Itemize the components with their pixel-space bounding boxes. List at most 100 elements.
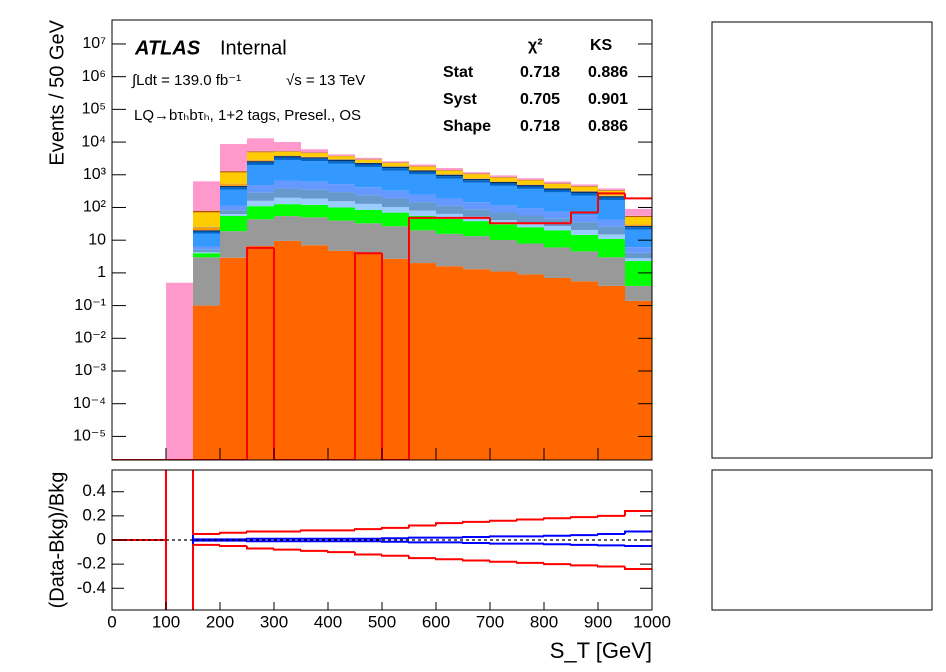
ratio-y-tick-label: -0.2 [77, 554, 106, 573]
y-tick-label: 10² [83, 199, 107, 216]
stack-bar [193, 210, 220, 212]
stack-bar [544, 188, 571, 190]
ratio-band-step [381, 537, 409, 540]
ratio-band-step [381, 554, 409, 557]
stack-bar [247, 192, 274, 201]
stack-bar [274, 142, 301, 151]
stack-bar [247, 160, 274, 162]
ratio-band-step [246, 537, 274, 540]
stack-bar [625, 247, 652, 253]
ratio-band-step [597, 565, 625, 568]
stack-bar [544, 183, 571, 188]
stack-bar [625, 300, 652, 460]
x-tick-label: 400 [314, 612, 342, 631]
stack-bar [301, 217, 328, 246]
signal-step [354, 252, 382, 460]
stack-bar [220, 183, 247, 185]
table-cell: 0.886 [588, 118, 628, 135]
stack-bar [274, 197, 301, 205]
signal-step [489, 217, 517, 225]
stack-bar [490, 205, 517, 213]
stack-bar [301, 149, 328, 153]
ratio-band-step [219, 531, 247, 534]
stack-bar [463, 236, 490, 270]
stack-bar [436, 176, 463, 179]
ratio-band-step [192, 470, 220, 541]
ratio-band-step [597, 532, 625, 536]
ratio-band-step [300, 549, 328, 552]
table-row-label: Stat [443, 64, 474, 81]
ratio-band-step [354, 552, 382, 556]
stack-bar [355, 157, 382, 160]
table-row-label: Syst [443, 91, 477, 108]
ratio-y-axis-label: (Data-Bkg)/Bkg [46, 472, 68, 609]
y-tick-label: 10⁶ [82, 68, 106, 85]
stack-bar [436, 168, 463, 170]
x-tick-label: 0 [107, 612, 116, 631]
ratio-band-step [543, 517, 571, 520]
stack-bar [409, 170, 436, 172]
ratio-plot [112, 470, 652, 610]
stack-bar [247, 151, 274, 153]
x-tick-label: 900 [584, 612, 612, 631]
x-tick-label: 1000 [633, 612, 671, 631]
lumi-label: ∫Ldt = 139.0 fb⁻¹ [131, 72, 241, 89]
stack-bar [382, 163, 409, 167]
ratio-y-tick-label: 0 [97, 529, 106, 548]
stack-bar [544, 230, 571, 248]
stack-bar [517, 186, 544, 189]
stack-bar [166, 282, 193, 460]
ratio-band-step [543, 543, 571, 546]
ratio-band-step [165, 540, 167, 610]
x-axis-label: S_T [GeV] [550, 638, 652, 663]
y-tick-label: 10⁻⁵ [73, 428, 106, 445]
stack-bar [328, 156, 355, 160]
stack-bar [571, 251, 598, 282]
stack-bar [463, 172, 490, 174]
stack-bar [247, 200, 274, 207]
stack-bar [328, 250, 355, 460]
stack-bar [220, 171, 247, 172]
stack-bar [544, 247, 571, 278]
stack-bar [301, 189, 328, 199]
stack-bar [355, 223, 382, 254]
stack-bar [517, 215, 544, 223]
stack-bar [436, 233, 463, 267]
stack-bar [274, 204, 301, 217]
ratio-band-step [246, 530, 274, 533]
ratio-y-tick-label: -0.4 [77, 578, 106, 597]
ratio-y-tick-label: 0.2 [82, 505, 106, 524]
stack-bar [247, 162, 274, 166]
stack-bar [436, 170, 463, 175]
stack-bar [301, 245, 328, 460]
ratio-band-step [327, 550, 355, 554]
stack-bar [517, 185, 544, 187]
stack-bar [328, 161, 355, 164]
ratio-band-step [354, 528, 382, 531]
ratio-band-step [462, 542, 490, 545]
stack-bar [220, 172, 247, 184]
y-tick-label: 10⁵ [82, 101, 106, 118]
stack-bar [382, 161, 409, 163]
stack-bar [193, 211, 220, 213]
selection-label: LQ→bτₕbτₕ, 1+2 tags, Presel., OS [134, 107, 361, 124]
stack-bar [382, 166, 409, 169]
stack-bar [328, 154, 355, 156]
ratio-band-step [165, 470, 167, 540]
ratio-band-step [570, 564, 598, 567]
y-tick-label: 10⁻² [74, 330, 106, 347]
ratio-band-step [489, 519, 517, 522]
stack-bar [436, 266, 463, 460]
stack-bar [598, 200, 625, 220]
stack-bar [301, 153, 328, 157]
stack-bar [571, 234, 598, 252]
stack-bar [625, 229, 652, 248]
stack-bar [193, 257, 220, 306]
table-cell: 0.901 [588, 91, 628, 108]
ratio-band-step [462, 535, 490, 538]
stack-bar [301, 181, 328, 190]
stack-bar [328, 201, 355, 208]
stack-bar [517, 222, 544, 228]
ratio-band-step [570, 543, 598, 546]
